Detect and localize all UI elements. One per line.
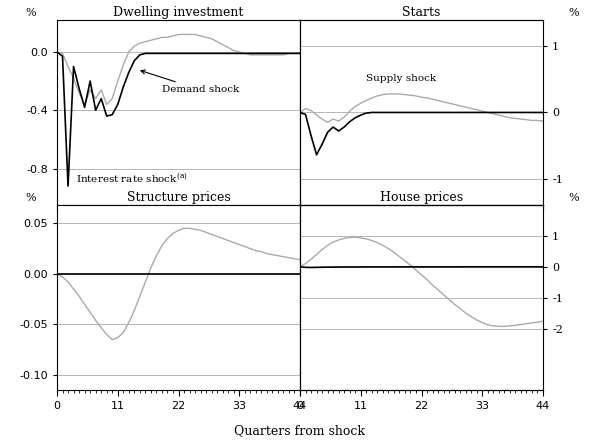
Text: Demand shock: Demand shock [141, 70, 239, 94]
Text: %: % [569, 8, 580, 18]
Text: Supply shock: Supply shock [366, 74, 436, 83]
Title: Starts: Starts [403, 6, 440, 19]
Title: Dwelling investment: Dwelling investment [113, 6, 244, 19]
Title: House prices: House prices [380, 191, 463, 204]
Title: Structure prices: Structure prices [127, 191, 230, 204]
Text: Interest rate shock$^{\mathrm{(a)}}$: Interest rate shock$^{\mathrm{(a)}}$ [76, 172, 188, 185]
Text: %: % [25, 193, 36, 203]
Text: %: % [569, 193, 580, 203]
Text: %: % [25, 8, 36, 18]
Text: Quarters from shock: Quarters from shock [235, 424, 365, 437]
